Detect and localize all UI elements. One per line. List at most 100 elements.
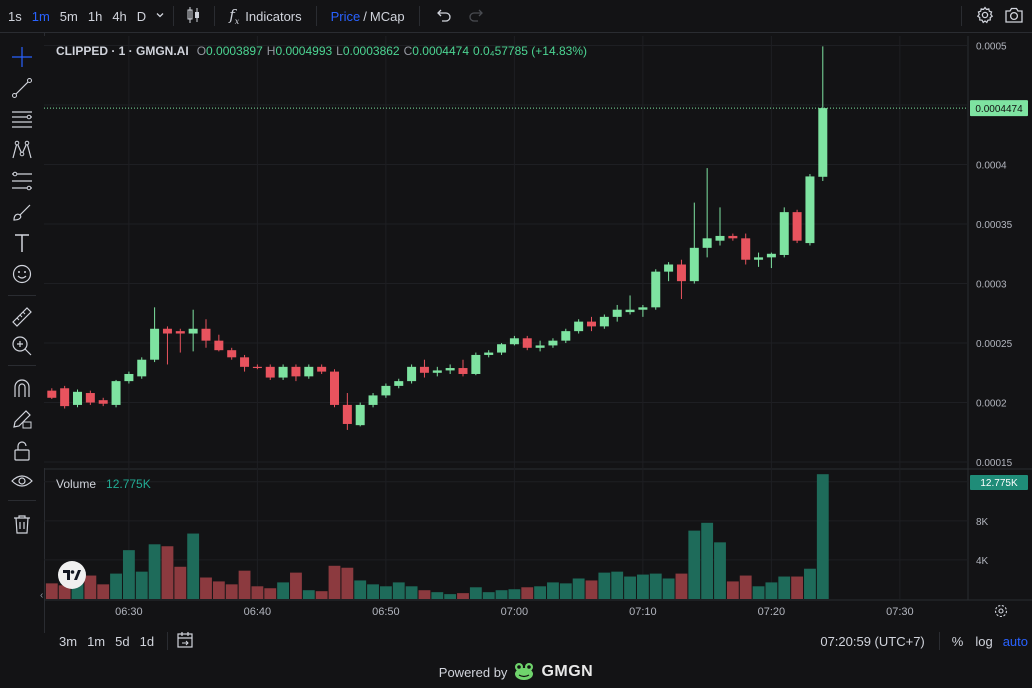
- text-tool-icon[interactable]: [10, 231, 34, 255]
- candle-body: [548, 340, 558, 346]
- volume-bar: [97, 584, 110, 599]
- price-tick-label: 0.0002: [976, 399, 1007, 410]
- trash-icon[interactable]: [10, 512, 34, 536]
- powered-by-text: Powered by: [438, 664, 508, 680]
- timeframe-4h[interactable]: 4h: [112, 8, 127, 24]
- scroll-left-icon[interactable]: ‹: [40, 590, 44, 601]
- range-1d[interactable]: 1d: [139, 633, 155, 649]
- settings-gear-icon[interactable]: [970, 5, 1000, 27]
- indicators-button[interactable]: fx Indicators: [223, 6, 307, 26]
- ruler-icon[interactable]: [10, 305, 34, 329]
- crosshair-icon[interactable]: [10, 45, 34, 69]
- range-5d[interactable]: 5d: [115, 633, 130, 649]
- bottom-divider: [938, 632, 940, 650]
- candle-body: [625, 309, 635, 313]
- redo-icon[interactable]: [460, 8, 492, 25]
- volume-bar: [495, 590, 508, 599]
- candle-body: [574, 321, 584, 332]
- volume-bar: [572, 578, 585, 599]
- timeframe-1m[interactable]: 1m: [31, 8, 50, 24]
- auto-scale-toggle[interactable]: auto: [1002, 633, 1028, 649]
- volume-tick-label: 12K: [976, 478, 994, 489]
- percent-scale-toggle[interactable]: %: [951, 633, 964, 649]
- candle-body: [702, 238, 712, 248]
- candle-body: [766, 253, 776, 258]
- lock-pencil-icon[interactable]: [10, 407, 34, 431]
- time-tick-label: 07:30: [886, 606, 914, 618]
- unlock-icon[interactable]: [10, 439, 34, 463]
- brush-icon[interactable]: [10, 200, 34, 224]
- timeframe-D[interactable]: D: [136, 8, 147, 24]
- close-key: C: [403, 44, 413, 58]
- price-mcap-toggle[interactable]: Price / MCap: [325, 9, 411, 24]
- candle-body: [638, 307, 648, 310]
- volume-bar: [238, 570, 251, 599]
- pattern-tool-icon[interactable]: [10, 138, 34, 162]
- high-value: 0.0004993: [275, 44, 333, 58]
- timeframe-1s[interactable]: 1s: [8, 8, 22, 24]
- emoji-icon[interactable]: [10, 262, 34, 286]
- function-icon: fx: [229, 6, 240, 26]
- candle-body: [73, 391, 82, 405]
- candlestick-type-icon[interactable]: [182, 6, 206, 27]
- low-value: 0.0003862: [342, 44, 400, 58]
- axis-settings-icon[interactable]: [994, 604, 1008, 621]
- price-toggle-label[interactable]: Price: [330, 8, 361, 24]
- bottom-toolbar: 3m 1m 5d 1d 07:20:59 (UTC+7) % log auto: [44, 628, 1032, 654]
- close-value: 0.0004474: [412, 44, 469, 58]
- candle-body: [805, 176, 815, 244]
- price-tick-label: 0.00015: [976, 458, 1013, 469]
- candle-body: [137, 359, 147, 377]
- volume-bar: [585, 580, 598, 599]
- candle-body: [368, 395, 378, 405]
- candle-body: [471, 354, 481, 374]
- volume-bar: [688, 530, 701, 599]
- current-price-value: 0.0004474: [975, 104, 1023, 115]
- clock-time[interactable]: 07:20:59 (UTC+7): [820, 633, 925, 649]
- zoom-in-icon[interactable]: [10, 334, 34, 358]
- volume-bar: [392, 582, 405, 599]
- price-tick-label: 0.00045: [976, 101, 1013, 112]
- timeframe-1h[interactable]: 1h: [87, 8, 103, 24]
- tradingview-logo-icon[interactable]: [58, 561, 86, 589]
- volume-bar: [200, 577, 212, 599]
- candle-body: [342, 404, 352, 424]
- candle-body: [330, 371, 339, 405]
- volume-bar: [752, 586, 765, 599]
- camera-screenshot-icon[interactable]: [1000, 6, 1032, 27]
- ohlc-legend: CLIPPED · 1 · GMGN.AI O0.0003897 H0.0004…: [56, 44, 587, 58]
- magnet-icon[interactable]: [10, 376, 34, 400]
- volume-bar: [225, 584, 238, 599]
- fib-levels-icon[interactable]: [10, 169, 34, 193]
- undo-icon[interactable]: [428, 8, 460, 25]
- top-toolbar: 1s 1m 5m 1h 4h D fx Indicators Price / MCap: [0, 0, 1032, 33]
- candle-body: [407, 366, 417, 382]
- volume-bar: [765, 582, 778, 599]
- range-group: 3m 1m 5d 1d: [44, 634, 159, 649]
- volume-bar: [816, 474, 829, 599]
- range-1m[interactable]: 1m: [87, 633, 106, 649]
- log-scale-toggle[interactable]: log: [975, 633, 993, 649]
- timeframe-dropdown-icon[interactable]: [155, 9, 165, 23]
- volume-bar: [649, 573, 662, 599]
- price-tick-label: 0.00035: [976, 220, 1013, 231]
- trend-line-icon[interactable]: [10, 76, 34, 100]
- footer: Powered by GMGN: [0, 656, 1032, 688]
- date-range-calendar-icon[interactable]: [176, 631, 194, 652]
- eye-icon[interactable]: [10, 469, 34, 493]
- range-3m[interactable]: 3m: [59, 633, 78, 649]
- volume-bar: [161, 546, 174, 599]
- mcap-toggle-label[interactable]: MCap: [369, 8, 405, 24]
- timeframe-5m[interactable]: 5m: [59, 8, 78, 24]
- current-volume-value: 12.775K: [980, 478, 1018, 489]
- candle-body: [214, 340, 224, 351]
- horizontal-lines-icon[interactable]: [10, 107, 34, 131]
- candle-body: [458, 368, 468, 374]
- volume-bar: [290, 572, 302, 599]
- candle-body: [252, 366, 262, 369]
- candle-body: [60, 388, 70, 407]
- toolbar-divider: [315, 6, 317, 26]
- price-tick-label: 0.00025: [976, 339, 1013, 350]
- candle-body: [728, 235, 738, 239]
